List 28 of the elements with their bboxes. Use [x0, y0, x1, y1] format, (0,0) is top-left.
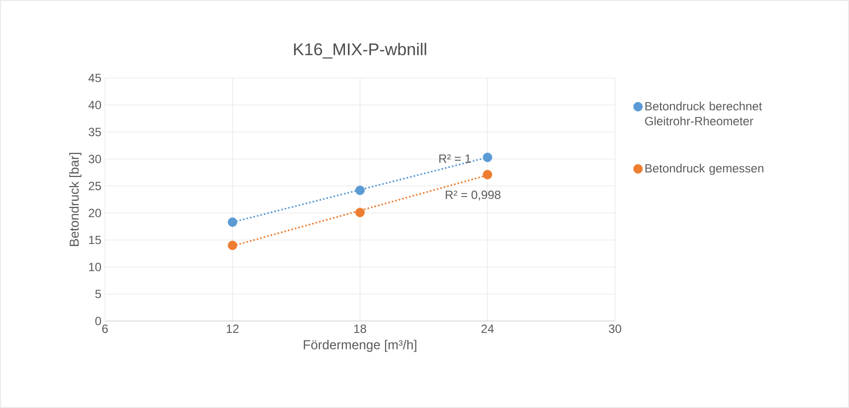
y-tick-label: 45 — [88, 74, 101, 82]
x-axis-title: Fördermenge [m³/h] — [304, 340, 416, 352]
point — [482, 170, 492, 180]
x-tick-label: 30 — [608, 324, 622, 333]
annotation: R² = 1 — [439, 154, 471, 163]
y-tick-label: 40 — [88, 100, 102, 110]
x-tick-label: 12 — [226, 324, 239, 333]
point — [482, 152, 492, 162]
x-tick-label: 24 — [481, 324, 494, 333]
y-tick-label: 10 — [89, 262, 102, 272]
point — [228, 217, 238, 227]
chart-title: K16_MIX-P-wbnill — [294, 42, 426, 58]
legend-label: Betondruck berechnet Gleitrohr-Rheometer — [645, 102, 762, 126]
legend-label: Betondruck gemessen — [645, 164, 764, 175]
y-tick-label: 25 — [88, 182, 101, 190]
y-tick-label: 30 — [88, 154, 102, 164]
point — [228, 240, 238, 250]
point — [355, 186, 365, 196]
x-tick-label: 18 — [354, 324, 366, 333]
annotation: R² = 0,998 — [446, 190, 500, 200]
y-tick-label: 15 — [89, 236, 101, 244]
point — [355, 208, 365, 218]
y-axis-title: Betondruck [bar] — [69, 152, 82, 246]
y-tick-label: 5 — [95, 290, 101, 298]
y-tick-label: 20 — [88, 208, 102, 218]
x-tick-label: 6 — [102, 324, 108, 333]
y-tick-label: 0 — [95, 316, 102, 326]
y-tick-label: 35 — [88, 128, 101, 136]
